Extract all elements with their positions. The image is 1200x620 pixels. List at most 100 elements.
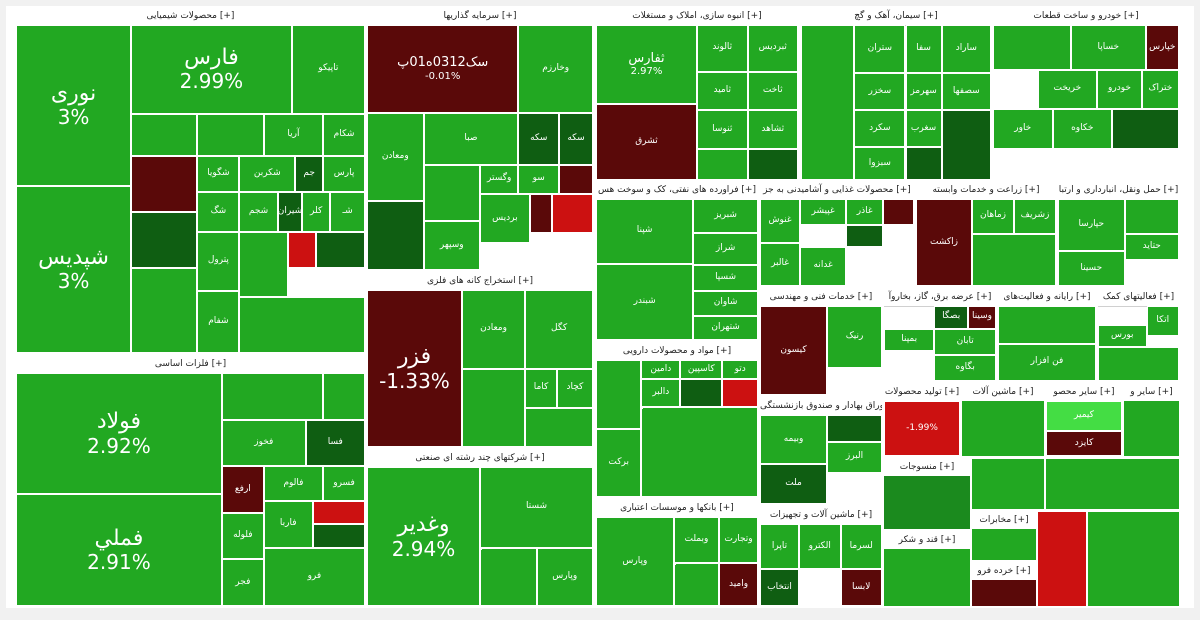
stock-cell[interactable] <box>559 164 593 195</box>
stock-cell[interactable]: شکام <box>323 113 365 157</box>
sector-agri[interactable]: زراعت و خدمات وابسته [+]زاکشت-1.78% زماها… <box>916 182 1056 286</box>
stock-cell[interactable]: آریا <box>263 113 324 157</box>
stock-cell[interactable] <box>1124 199 1179 234</box>
stock-cell[interactable]: خودرو <box>1097 69 1142 109</box>
sector-products[interactable]: تولید محصولات [+] -1.99% <box>884 384 960 456</box>
stock-cell[interactable]: کیمیر <box>1046 401 1122 432</box>
sector-finaid[interactable]: فعالیتهای کمک [+] بورس اتکا <box>1098 289 1179 381</box>
sector-utilities[interactable]: عرضه برق، گاز، بخاروآ [+] بمپنا تابان بگاوه… <box>884 289 996 381</box>
sector-realestate[interactable]: انبوه سازی، املاک و مستغلات [+] ثفارس 2.97… <box>596 8 798 180</box>
sector-machinery[interactable]: ماشین آلات و تجهیزات [+] تاپرا الکترو لسرما… <box>760 507 882 606</box>
stock-cell[interactable]: رنیک2.95% <box>827 306 882 369</box>
stock-cell[interactable] <box>827 415 882 442</box>
stock-cell[interactable]: فلوله <box>221 512 264 560</box>
stock-cell[interactable]: کگل <box>525 290 593 369</box>
sector-mining[interactable]: استخراج کانه های فلزی [+] فزر -1.33% ومعادن… <box>367 273 593 447</box>
stock-cell[interactable]: ثبردیس <box>747 25 798 72</box>
stock-cell[interactable]: شفام <box>197 290 240 353</box>
sector-machines[interactable]: ماشین آلات [+] <box>962 384 1044 456</box>
stock-cell[interactable] <box>131 211 198 268</box>
stock-cell[interactable] <box>680 379 723 407</box>
stock-cell[interactable]: سصفها <box>941 73 991 111</box>
stock-cell[interactable]: شپدیس 3% <box>16 185 132 353</box>
stock-cell[interactable] <box>1098 347 1179 381</box>
stock-cell[interactable]: سفا <box>905 25 942 74</box>
sector-investments[interactable]: سرمایه گذاریها [+] سک0312ه01پ -0.01% وخارزم… <box>367 8 593 270</box>
stock-cell[interactable]: غاذر <box>846 199 884 226</box>
stock-cell[interactable]: بگاوه <box>934 354 996 381</box>
stock-cell[interactable]: شگ <box>197 192 240 232</box>
sector-transport[interactable]: حمل ونقل، انبارداری و ارتبا [+] حسینا حتای… <box>1058 182 1179 286</box>
stock-cell[interactable]: وپارس <box>536 547 593 606</box>
stock-cell[interactable] <box>312 524 365 548</box>
stock-cell[interactable] <box>941 110 991 180</box>
stock-cell[interactable]: وامید <box>719 563 758 606</box>
stock-cell[interactable]: خساپا <box>1071 25 1146 70</box>
stock-cell[interactable]: غنوش <box>760 199 801 243</box>
stock-cell[interactable]: ارفع <box>221 466 264 513</box>
stock-cell[interactable]: تاپرا <box>760 524 800 570</box>
stock-cell[interactable]: بردیس <box>480 194 530 244</box>
stock-cell[interactable]: فسرو <box>323 466 365 502</box>
stock-cell[interactable]: فولاد 2.92% <box>16 373 222 495</box>
stock-cell[interactable]: سخزر <box>854 73 906 111</box>
stock-cell[interactable]: سکه <box>559 113 593 165</box>
sector-oilproducts[interactable]: فراورده های نفتی، کک و سوخت هس [+]شپنا2.… <box>596 182 758 340</box>
stock-cell[interactable] <box>596 360 642 429</box>
stock-cell[interactable]: ثشاهد <box>747 110 798 149</box>
stock-cell[interactable] <box>423 164 480 221</box>
stock-cell[interactable]: پارس <box>323 156 365 193</box>
sector-misc[interactable]: سایر محصو [+] کیمیر کایزد <box>1046 384 1122 456</box>
stock-cell[interactable] <box>1112 108 1179 149</box>
stock-cell[interactable]: سو <box>518 164 560 195</box>
sector-textiles[interactable]: منسوجات [+] <box>884 459 970 529</box>
stock-cell[interactable]: لسرما <box>840 524 882 570</box>
stock-cell[interactable] <box>312 501 365 525</box>
stock-cell[interactable] <box>131 113 198 157</box>
stock-cell[interactable]: کیسون-1.99% <box>760 306 828 395</box>
stock-cell[interactable] <box>221 373 324 420</box>
stock-cell[interactable]: وبیمه <box>760 415 828 464</box>
stock-cell[interactable]: پترول <box>197 231 240 291</box>
stock-cell[interactable]: وخارزم2.98% <box>518 25 593 114</box>
stock-cell[interactable]: ومعادن2.1% <box>367 113 424 202</box>
stock-cell[interactable] <box>525 407 593 447</box>
stock-cell[interactable]: سک0312ه01پ -0.01% <box>367 25 519 114</box>
stock-cell[interactable]: فزر -1.33% <box>367 290 462 447</box>
stock-cell[interactable]: ساراد <box>941 25 991 74</box>
stock-cell[interactable]: خاور <box>993 108 1053 149</box>
stock-cell[interactable]: سکرد <box>854 110 906 148</box>
stock-cell[interactable] <box>998 306 1096 344</box>
stock-cell[interactable]: سبزوا <box>854 147 906 180</box>
stock-cell[interactable] <box>641 406 644 409</box>
stock-cell[interactable] <box>673 563 676 566</box>
stock-cell[interactable]: فجر <box>221 559 264 606</box>
stock-cell[interactable]: ثالوند <box>697 25 748 72</box>
stock-cell[interactable]: ستران <box>854 25 906 74</box>
stock-cell[interactable]: لابسا <box>840 569 882 606</box>
stock-cell[interactable]: کاما <box>525 368 557 408</box>
stock-cell[interactable]: شپنا2.99% <box>596 199 694 264</box>
stock-cell[interactable]: حسینا <box>1058 251 1125 286</box>
sector-small-4[interactable] <box>1088 512 1179 606</box>
stock-cell[interactable] <box>993 25 1072 70</box>
stock-cell[interactable]: شراز <box>693 232 758 266</box>
stock-cell[interactable]: غالبر <box>760 242 801 286</box>
stock-cell[interactable]: بمپنا <box>884 328 935 351</box>
stock-cell[interactable] <box>239 297 365 353</box>
stock-cell[interactable]: سغرب <box>905 110 942 148</box>
stock-cell[interactable]: فسا <box>305 419 365 467</box>
stock-cell[interactable]: ختراک <box>1141 69 1179 109</box>
stock-cell[interactable]: سهرمز <box>905 73 942 111</box>
stock-cell[interactable]: بورس <box>1098 324 1147 348</box>
stock-cell[interactable]: کچاد <box>556 368 593 408</box>
sector-metals[interactable]: فلزات اساسی [+] فولاد 2.92% فملي 2.91% فخوز فس… <box>16 356 365 606</box>
stock-cell[interactable]: دالبر <box>641 379 681 407</box>
stock-cell[interactable]: فن افزار <box>998 343 1096 381</box>
stock-cell[interactable]: ثامید <box>697 71 748 111</box>
stock-cell[interactable]: وبملت <box>673 517 720 564</box>
stock-cell[interactable]: حتاید <box>1124 233 1179 260</box>
stock-cell[interactable] <box>552 194 593 234</box>
stock-cell[interactable] <box>641 406 758 497</box>
sector-small-2[interactable] <box>1038 512 1086 606</box>
